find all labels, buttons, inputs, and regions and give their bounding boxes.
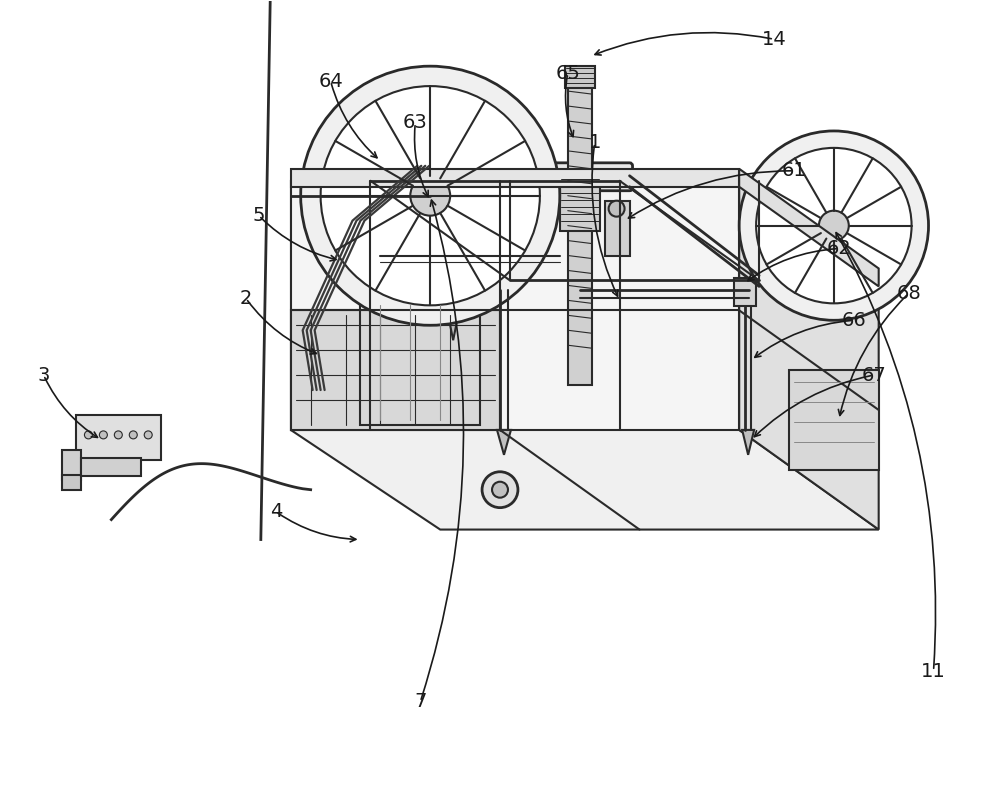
Circle shape bbox=[756, 147, 912, 303]
FancyBboxPatch shape bbox=[357, 163, 633, 191]
Bar bbox=[789, 370, 879, 470]
Text: 67: 67 bbox=[861, 366, 886, 384]
Text: 11: 11 bbox=[921, 662, 946, 680]
Text: 1: 1 bbox=[588, 134, 601, 152]
Text: 64: 64 bbox=[318, 72, 343, 90]
Text: 61: 61 bbox=[782, 161, 806, 181]
Bar bbox=[565, 66, 595, 88]
Circle shape bbox=[443, 235, 459, 251]
Bar bbox=[81, 458, 141, 476]
Circle shape bbox=[129, 431, 137, 439]
Polygon shape bbox=[291, 430, 879, 530]
Polygon shape bbox=[497, 430, 511, 455]
Text: 14: 14 bbox=[762, 30, 786, 48]
Circle shape bbox=[482, 472, 518, 508]
Circle shape bbox=[321, 86, 540, 305]
Text: 2: 2 bbox=[240, 289, 252, 308]
Text: 66: 66 bbox=[841, 311, 866, 330]
Circle shape bbox=[492, 482, 508, 497]
Bar bbox=[76, 415, 161, 459]
Bar bbox=[360, 301, 480, 425]
Bar bbox=[568, 86, 592, 385]
Bar bbox=[440, 235, 462, 290]
Circle shape bbox=[739, 131, 929, 320]
Bar bbox=[291, 181, 739, 430]
Bar bbox=[291, 181, 739, 430]
Text: 63: 63 bbox=[403, 114, 428, 132]
Circle shape bbox=[99, 431, 107, 439]
Bar bbox=[62, 450, 81, 480]
Polygon shape bbox=[742, 430, 754, 455]
Bar bbox=[734, 278, 756, 306]
Circle shape bbox=[819, 210, 849, 240]
Text: 65: 65 bbox=[555, 64, 580, 83]
Circle shape bbox=[114, 431, 122, 439]
Circle shape bbox=[609, 201, 625, 217]
Polygon shape bbox=[447, 310, 459, 340]
Bar bbox=[62, 475, 81, 490]
Text: 68: 68 bbox=[896, 284, 921, 303]
Polygon shape bbox=[739, 181, 879, 530]
Circle shape bbox=[301, 66, 560, 326]
Bar bbox=[291, 168, 739, 187]
Polygon shape bbox=[739, 168, 879, 286]
Text: 7: 7 bbox=[414, 692, 426, 712]
Text: 4: 4 bbox=[270, 502, 282, 521]
Circle shape bbox=[410, 176, 450, 216]
Bar bbox=[560, 176, 600, 231]
Bar bbox=[605, 201, 630, 256]
Text: 62: 62 bbox=[826, 239, 851, 258]
Text: 5: 5 bbox=[253, 206, 265, 225]
Bar bbox=[291, 310, 500, 430]
Text: 3: 3 bbox=[37, 366, 50, 384]
Circle shape bbox=[144, 431, 152, 439]
Circle shape bbox=[84, 431, 92, 439]
